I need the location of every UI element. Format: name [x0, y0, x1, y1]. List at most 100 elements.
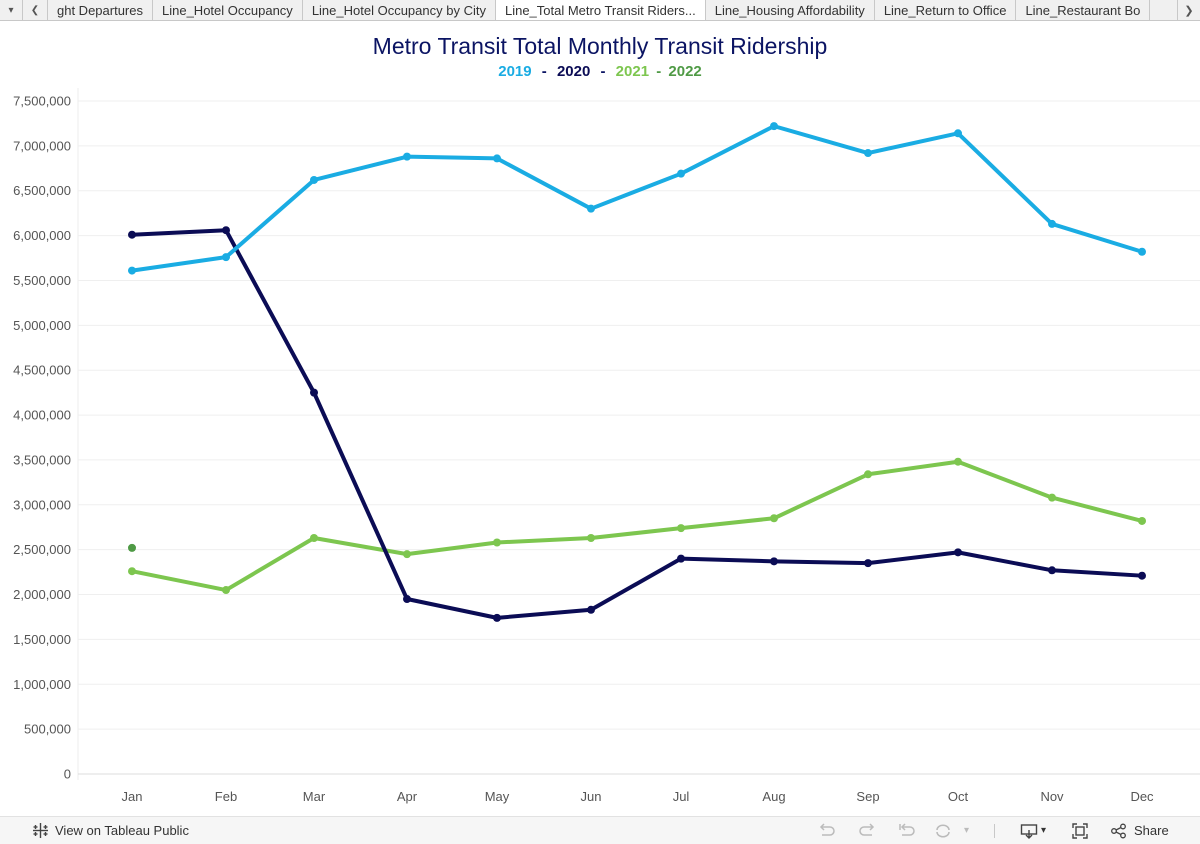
data-point-2021 — [128, 567, 136, 576]
data-point-2019 — [1048, 219, 1056, 228]
revert-icon[interactable] — [898, 817, 916, 844]
data-point-2020 — [864, 559, 872, 568]
y-tick-label: 7,000,000 — [13, 138, 71, 153]
tab-label: Line_Restaurant Bo — [1025, 2, 1141, 18]
data-point-2019 — [493, 154, 501, 163]
x-tick-label: Jun — [581, 789, 602, 804]
y-tick-label: 7,500,000 — [13, 94, 71, 109]
download-dropdown-icon[interactable]: ▾ — [1041, 825, 1047, 836]
subtitle-year-2021: 2021 — [615, 63, 650, 80]
undo-icon[interactable] — [818, 817, 836, 844]
y-tick-label: 1,000,000 — [13, 677, 71, 692]
data-point-2021 — [587, 534, 595, 543]
tab-menu-icon[interactable]: ▾ — [0, 0, 23, 20]
x-tick-label: Mar — [303, 789, 326, 804]
tab-label: ght Departures — [57, 2, 143, 18]
share-button[interactable]: Share — [1110, 817, 1169, 844]
data-point-2020 — [310, 388, 318, 397]
series-line-2021 — [130, 459, 1144, 593]
data-point-2019 — [403, 152, 411, 161]
tab-housing-affordability[interactable]: Line_Housing Affordability — [706, 0, 875, 20]
data-point-2021 — [954, 457, 962, 466]
download-icon[interactable]: ▾ — [1020, 817, 1046, 844]
data-point-2021 — [493, 538, 501, 547]
subtitle-year-2022: 2022 — [668, 63, 702, 80]
tab-scroll-left-icon[interactable]: ❮ — [23, 0, 48, 20]
share-icon — [1111, 823, 1126, 838]
y-tick-label: 5,500,000 — [13, 273, 71, 288]
data-point-2021 — [770, 514, 778, 523]
data-point-2021 — [677, 524, 685, 533]
sheet-tab-bar: ▾ ❮ ght Departures Line_Hotel Occupancy … — [0, 0, 1200, 21]
y-tick-label: 0 — [64, 767, 71, 782]
data-point-2019 — [954, 129, 962, 138]
data-point-2019 — [587, 204, 595, 213]
data-point-2021 — [403, 550, 411, 559]
tab-label: Line_Hotel Occupancy by City — [311, 2, 486, 18]
tab-hotel-occupancy-by-city[interactable]: Line_Hotel Occupancy by City — [303, 0, 496, 20]
subtitle-year-2019: 2019 — [498, 63, 532, 80]
chart-title: Metro Transit Total Monthly Transit Ride… — [372, 33, 828, 59]
data-point-2020 — [222, 226, 230, 235]
y-tick-label: 5,000,000 — [13, 318, 71, 333]
data-point-2020 — [403, 595, 411, 604]
data-point-2020 — [1138, 571, 1146, 580]
data-point-2021 — [1048, 493, 1056, 502]
data-point-2019 — [128, 266, 136, 275]
data-point-2020 — [954, 548, 962, 557]
tab-total-metro-transit-ridership[interactable]: Line_Total Metro Transit Riders... — [495, 0, 706, 20]
data-point-2019 — [677, 169, 685, 178]
data-point-2021 — [310, 534, 318, 543]
tab-label: Line_Return to Office — [883, 2, 1007, 18]
y-tick-label: 2,000,000 — [13, 587, 71, 602]
x-tick-label: Apr — [397, 789, 418, 804]
data-point-2020 — [128, 230, 136, 239]
refresh-icon[interactable] — [934, 817, 952, 844]
share-label: Share — [1134, 823, 1169, 838]
x-tick-label: Jul — [673, 789, 690, 804]
tab-label: Line_Housing Affordability — [714, 2, 865, 18]
data-point-2019 — [864, 149, 872, 158]
tab-label: Line_Hotel Occupancy — [162, 2, 293, 18]
fullscreen-icon[interactable] — [1071, 817, 1089, 844]
y-tick-label: 4,500,000 — [13, 363, 71, 378]
x-tick-label: Jan — [122, 789, 143, 804]
data-point-2019 — [770, 122, 778, 131]
toolbar-divider — [994, 817, 995, 844]
series-line-2019 — [130, 124, 1144, 273]
x-tick-label: Dec — [1130, 789, 1154, 804]
x-tick-label: Oct — [948, 789, 969, 804]
view-on-tableau-link[interactable]: View on Tableau Public — [32, 817, 189, 844]
subtitle-separator: - — [656, 63, 662, 80]
tab-scroll-right-icon[interactable]: ❯ — [1177, 0, 1200, 20]
y-tick-label: 6,000,000 — [13, 228, 71, 243]
x-tick-label: Nov — [1040, 789, 1064, 804]
tab-flight-departures[interactable]: ght Departures — [48, 0, 153, 20]
data-point-2019 — [1138, 247, 1146, 256]
tab-return-to-office[interactable]: Line_Return to Office — [875, 0, 1017, 20]
tab-label: Line_Total Metro Transit Riders... — [504, 3, 696, 18]
data-point-2020 — [1048, 566, 1056, 575]
y-tick-label: 2,500,000 — [13, 542, 71, 557]
chart-subtitle: 2019 - 2020 - 2021 - 2022 — [0, 63, 1200, 80]
subtitle-year-2020: 2020 — [556, 63, 591, 80]
data-point-2019 — [222, 253, 230, 262]
subtitle-separator: - — [600, 63, 606, 80]
data-point-2021 — [222, 586, 230, 595]
tableau-logo-icon — [33, 823, 48, 838]
tab-restaurant-bookings[interactable]: Line_Restaurant Bo — [1016, 0, 1151, 20]
y-tick-label: 1,500,000 — [13, 632, 71, 647]
y-tick-label: 6,500,000 — [13, 183, 71, 198]
data-point-2021 — [864, 470, 872, 479]
x-tick-label: Aug — [762, 789, 785, 804]
x-tick-label: Feb — [215, 789, 237, 804]
x-tick-label: Sep — [856, 789, 879, 804]
y-tick-label: 500,000 — [24, 722, 71, 737]
tab-hotel-occupancy[interactable]: Line_Hotel Occupancy — [153, 0, 303, 20]
redo-icon[interactable] — [858, 817, 876, 844]
refresh-dropdown-icon[interactable]: ▾ — [964, 825, 970, 836]
line-chart: 0 500,000 1,000,000 1,500,000 2,000,000 2,500… — [13, 88, 1200, 804]
data-point-2020 — [587, 605, 595, 614]
data-point-2020 — [493, 613, 501, 622]
series-line-2020 — [130, 228, 1144, 620]
